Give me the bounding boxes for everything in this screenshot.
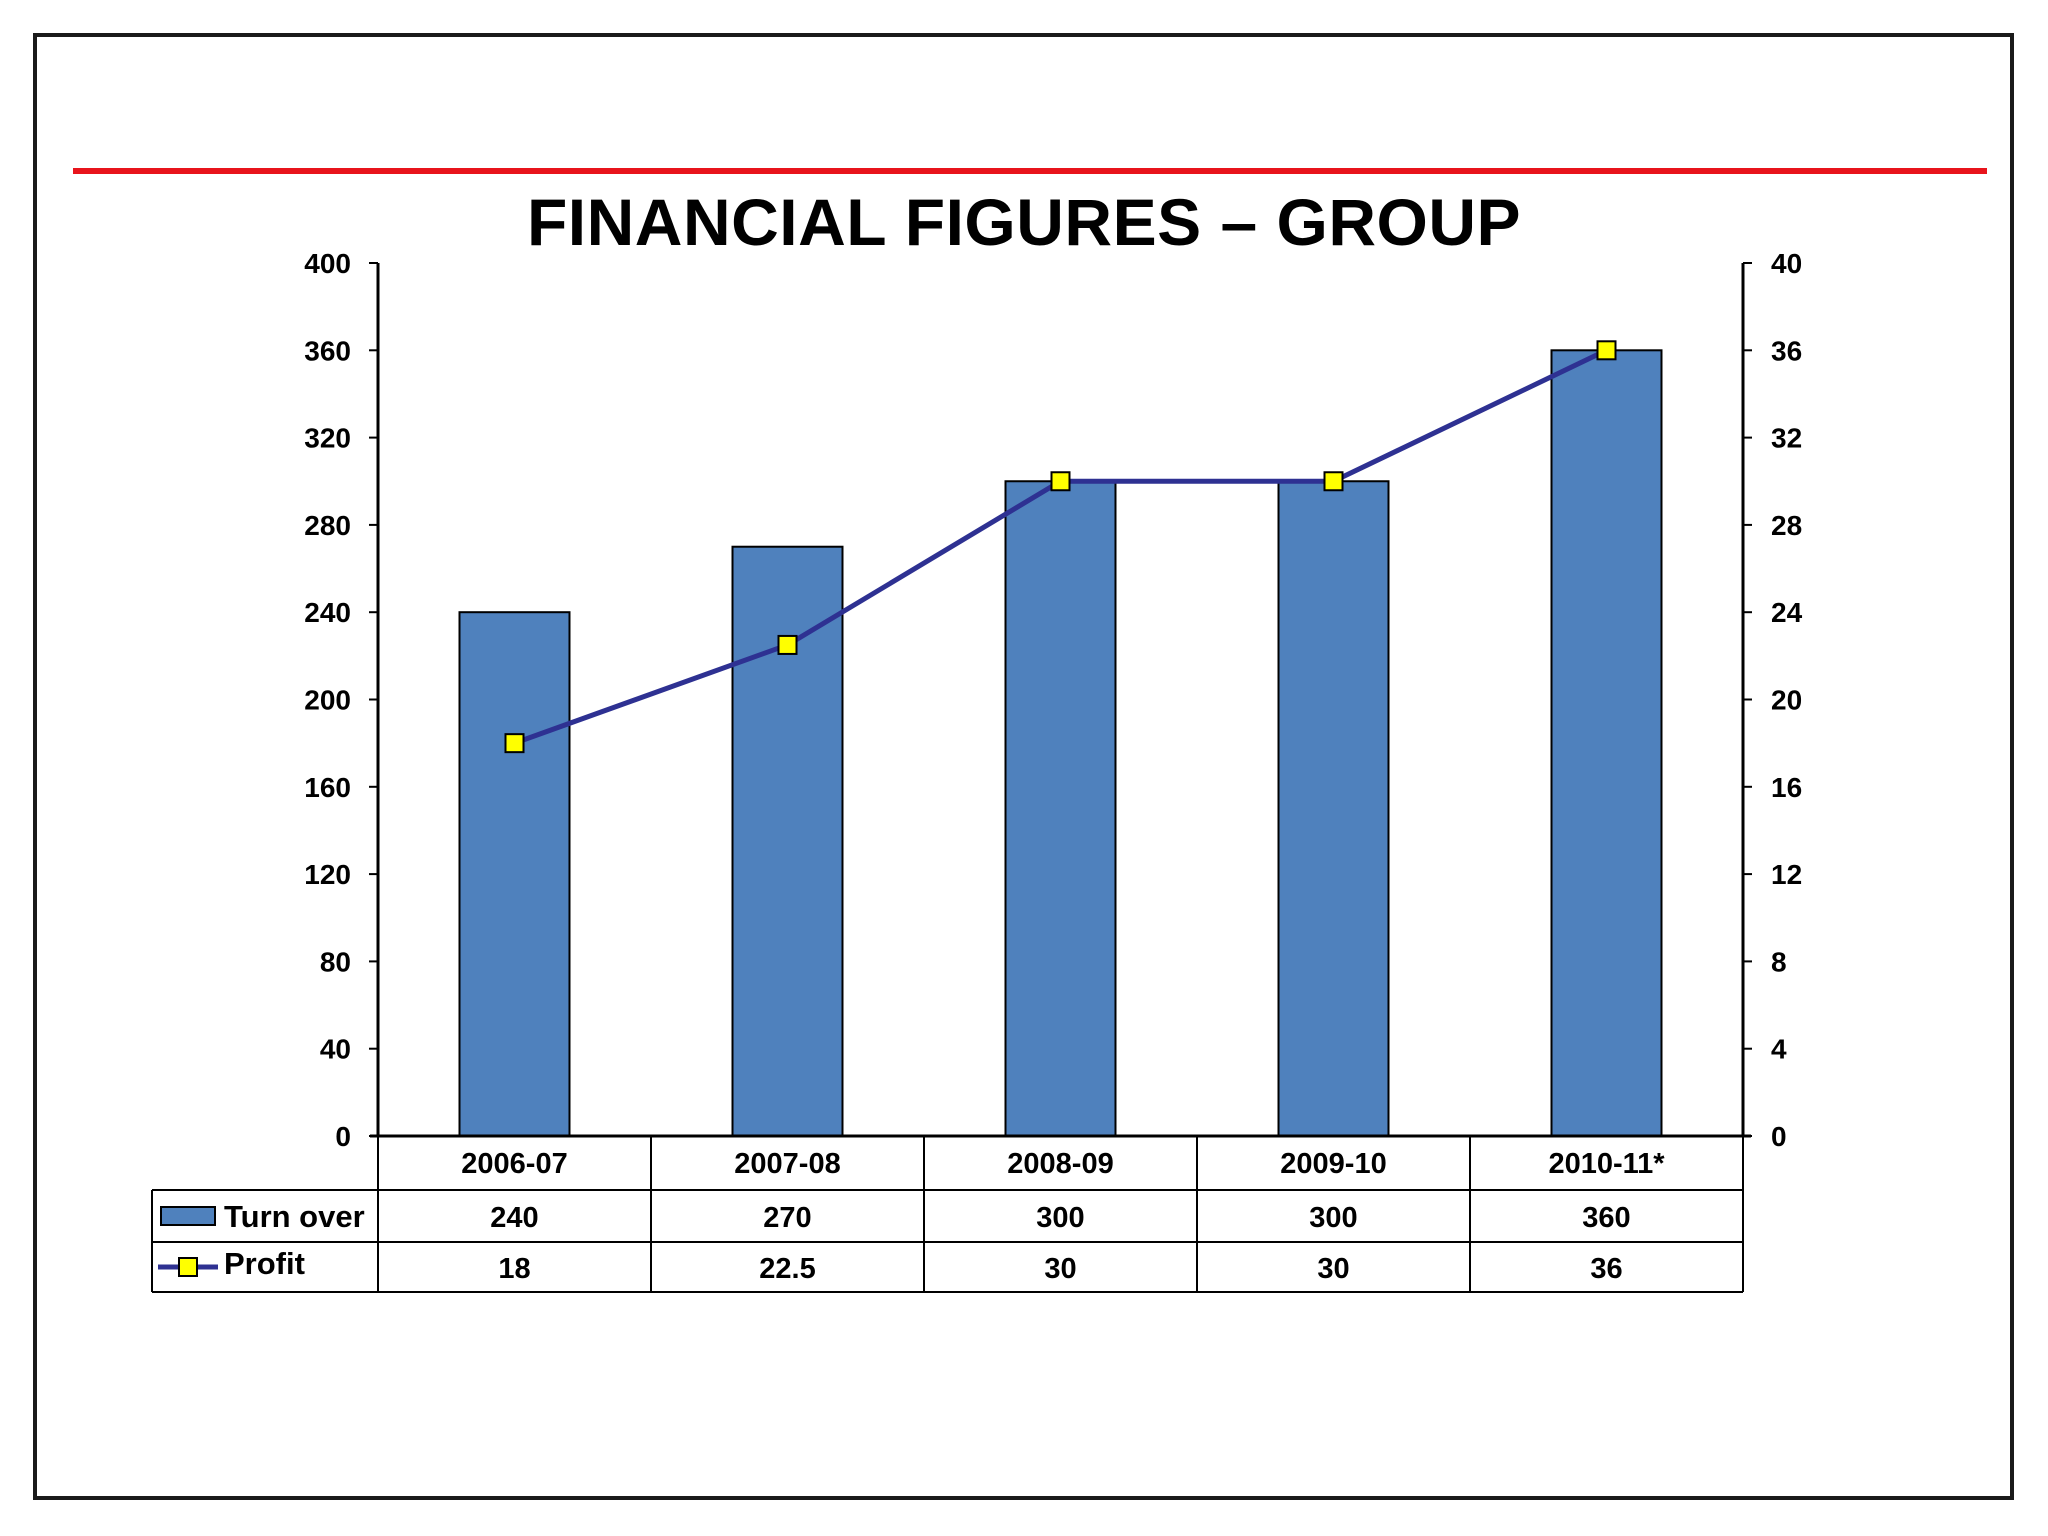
table-cell-turnover: 240 [490, 1202, 538, 1234]
left-tick-label: 360 [304, 335, 351, 366]
bar-turnover-2009-10 [1277, 480, 1390, 1137]
bar-turnover-2008-09 [1004, 480, 1117, 1137]
category-label: 2008-09 [1007, 1148, 1113, 1180]
right-tick-label: 40 [1771, 248, 1802, 279]
left-tick-label: 120 [304, 859, 351, 890]
right-tick-label: 0 [1771, 1121, 1787, 1152]
table-cell-profit: 36 [1590, 1253, 1622, 1285]
bar-turnover-2010-11* [1550, 349, 1663, 1137]
left-tick-label: 160 [304, 772, 351, 803]
axes-group: 0 40 80 120 160 200 240 280 320 360 400 0 4 8 12 16 20 24… [304, 248, 1802, 1152]
right-tick-label: 24 [1771, 597, 1803, 628]
table-cell-profit: 30 [1317, 1253, 1349, 1285]
profit-line-group [504, 340, 1617, 754]
left-tick-label: 0 [335, 1121, 351, 1152]
left-tick-label: 240 [304, 597, 351, 628]
legend-label-turnover: Turn over [224, 1199, 365, 1234]
profit-marker-2006-07 [504, 733, 525, 754]
bar-turnover-2006-07 [458, 611, 571, 1137]
left-tick-label: 280 [304, 510, 351, 541]
data-table: 2006-07 2007-08 2008-09 2009-10 2010-11* 240 2… [151, 1136, 1744, 1293]
table-cell-profit: 18 [498, 1253, 530, 1285]
table-cell-turnover: 270 [763, 1202, 811, 1234]
table-cell-turnover: 300 [1036, 1202, 1084, 1234]
category-label: 2007-08 [734, 1148, 840, 1180]
title-rule [73, 168, 1987, 174]
category-label: 2010-11* [1548, 1148, 1665, 1180]
profit-marker-2008-09 [1050, 471, 1071, 492]
right-tick-label: 32 [1771, 423, 1802, 454]
profit-marker-2007-08 [777, 634, 798, 655]
left-tick-label: 40 [320, 1034, 351, 1065]
slide-title: FINANCIAL FIGURES – GROUP [526, 185, 1522, 259]
right-tick-label: 28 [1771, 510, 1802, 541]
table-cell-turnover: 300 [1309, 1202, 1357, 1234]
left-tick-label: 320 [304, 423, 351, 454]
left-tick-label: 200 [304, 685, 351, 716]
category-label: 2009-10 [1280, 1148, 1386, 1180]
slide-frame [33, 33, 2014, 1500]
right-tick-label: 36 [1771, 335, 1802, 366]
legend-key-turnover [160, 1206, 216, 1226]
right-tick-label: 4 [1771, 1034, 1787, 1065]
legend-label-profit: Profit [224, 1246, 305, 1281]
category-label: 2006-07 [461, 1148, 567, 1180]
table-cell-profit: 22.5 [759, 1253, 815, 1285]
legend-key-profit-marker [178, 1257, 198, 1277]
profit-marker-2010-11* [1596, 340, 1617, 361]
right-tick-label: 20 [1771, 685, 1802, 716]
table-cell-profit: 30 [1044, 1253, 1076, 1285]
right-tick-label: 16 [1771, 772, 1802, 803]
left-tick-label: 400 [304, 248, 351, 279]
right-tick-label: 12 [1771, 859, 1802, 890]
bars-group [458, 349, 1663, 1137]
left-tick-label: 80 [320, 946, 351, 977]
table-cell-turnover: 360 [1582, 1202, 1630, 1234]
profit-marker-2009-10 [1323, 471, 1344, 492]
right-tick-label: 8 [1771, 946, 1787, 977]
